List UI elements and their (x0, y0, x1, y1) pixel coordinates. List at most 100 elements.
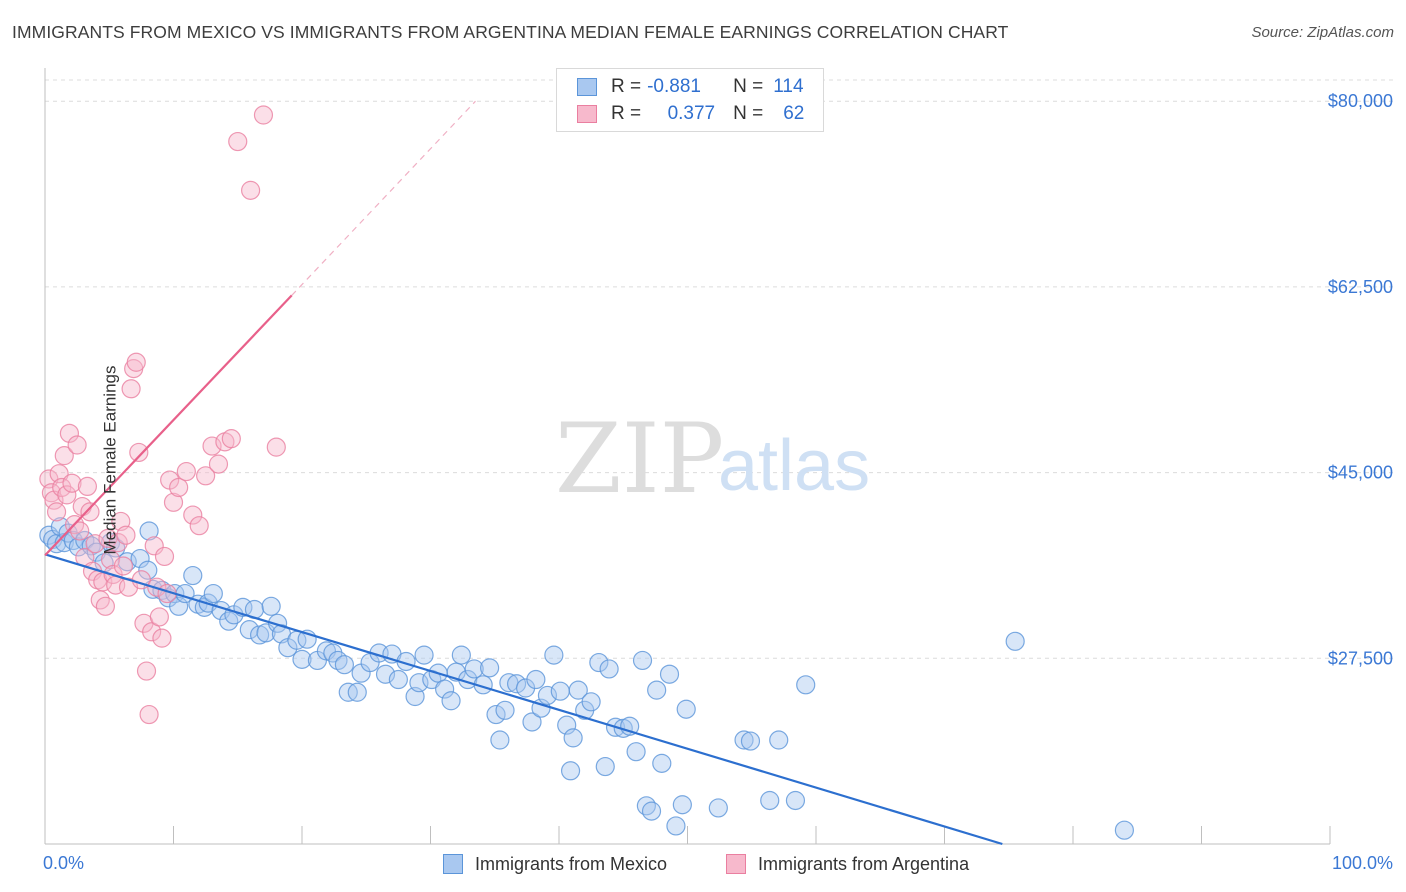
argentina-point (70, 521, 90, 541)
mexico-point (659, 664, 680, 684)
mexico-point (183, 565, 203, 586)
mexico-point (760, 790, 780, 811)
argentina-point (136, 661, 157, 681)
argentina-swatch (577, 105, 597, 123)
argentina-point (108, 533, 128, 553)
mexico-points (39, 517, 1135, 840)
grid-lines (45, 79, 1395, 659)
mexico-point (375, 664, 396, 684)
stats-row-mexico: R = -0.881 N = 114 (577, 74, 804, 100)
mexico-point (785, 790, 806, 811)
y-tick-label: $45,000 (1328, 463, 1393, 483)
mexico-point (666, 816, 686, 836)
mexico-point (560, 761, 581, 781)
argentina-point (139, 704, 159, 725)
y-axis-label: Median Female Earnings (100, 365, 120, 555)
chart-title: IMMIGRANTS FROM MEXICO VS IMMIGRANTS FRO… (12, 22, 1009, 42)
mexico-point (636, 796, 656, 816)
y-tick-label: $62,500 (1328, 277, 1393, 297)
argentina-point (95, 596, 115, 616)
argentina-r-value: 0.377 (667, 103, 716, 124)
argentina-point (253, 105, 274, 125)
legend-argentina-swatch (726, 854, 746, 874)
mexico-point (130, 548, 150, 569)
argentina-point (208, 454, 229, 474)
mexico-point (632, 650, 653, 671)
mexico-point (581, 692, 601, 712)
argentina-point (85, 534, 105, 554)
mexico-point (347, 682, 367, 702)
mexico-point (464, 659, 484, 679)
argentina-point (266, 437, 286, 457)
argentina-point (57, 485, 77, 505)
mexico-point (75, 530, 95, 551)
mexico-point (219, 611, 239, 631)
mexico-point (106, 538, 126, 558)
mexico-point (435, 679, 455, 699)
mexico-point (1114, 820, 1135, 840)
argentina-point (116, 525, 136, 545)
argentina-point (54, 446, 74, 466)
mexico-point (526, 669, 546, 690)
mexico-point (50, 517, 71, 537)
mexico-point (769, 730, 789, 750)
mexico-swatch (577, 78, 597, 96)
argentina-point (142, 622, 162, 642)
mexico-point (1005, 631, 1025, 651)
mexico-point (641, 801, 662, 821)
argentina-point (228, 131, 248, 152)
argentina-trend-line (44, 294, 293, 557)
watermark-zip: ZIP (555, 403, 724, 515)
source-label: Source: ZipAtlas.com (1251, 24, 1394, 41)
mexico-point (550, 681, 570, 701)
x-tick-label-max: 100.0% (1332, 853, 1393, 873)
x-tick-label-min: 0.0% (43, 853, 84, 873)
mexico-point (563, 728, 583, 748)
y-tick-label: $27,500 (1328, 648, 1393, 668)
mexico-point (63, 530, 83, 551)
argentina-point (149, 607, 169, 627)
mexico-point (261, 596, 281, 616)
mexico-point (239, 620, 259, 640)
mexico-point (626, 742, 646, 762)
mexico-n-label: N = (733, 76, 764, 97)
x-tick-labels: 0.0% 100.0% (43, 853, 1393, 873)
legend-argentina: Immigrants from Argentina (726, 851, 969, 877)
argentina-point (152, 628, 172, 648)
mexico-point (490, 730, 510, 750)
argentina-point (46, 502, 67, 522)
mexico-point (652, 753, 672, 773)
argentina-point (59, 423, 80, 443)
mexico-point (589, 652, 609, 673)
argentina-point (77, 476, 98, 497)
argentina-point (189, 516, 209, 536)
argentina-point (62, 473, 82, 493)
mexico-point (672, 795, 692, 815)
argentina-point (176, 461, 196, 482)
mexico-point (480, 658, 500, 678)
mexico-point (595, 756, 615, 777)
argentina-point (221, 429, 241, 449)
mexico-point (414, 645, 434, 665)
mexico-point (441, 691, 461, 711)
stats-row-argentina: R = 0.377 N = 62 (577, 101, 804, 127)
mexico-r-value: -0.881 (647, 76, 701, 97)
legend-mexico-label: Immigrants from Mexico (475, 853, 668, 874)
argentina-point (154, 546, 175, 567)
mexico-point (267, 613, 288, 633)
mexico-point (599, 659, 619, 679)
mexico-point (334, 655, 355, 675)
mexico-r-label: R = (611, 76, 642, 97)
trend-lines (44, 100, 1003, 846)
argentina-n-label: N = (733, 103, 764, 124)
argentina-point (126, 352, 146, 372)
legend-mexico-swatch (443, 854, 463, 874)
mexico-point (522, 712, 542, 732)
mexico-point (506, 674, 527, 694)
argentina-point (129, 442, 149, 463)
argentina-r-label: R = (611, 103, 642, 124)
stats-box: R = -0.881 N = 114 R = 0.377 N = 62 (556, 68, 824, 132)
mexico-point (203, 583, 223, 604)
axes (44, 68, 1331, 845)
